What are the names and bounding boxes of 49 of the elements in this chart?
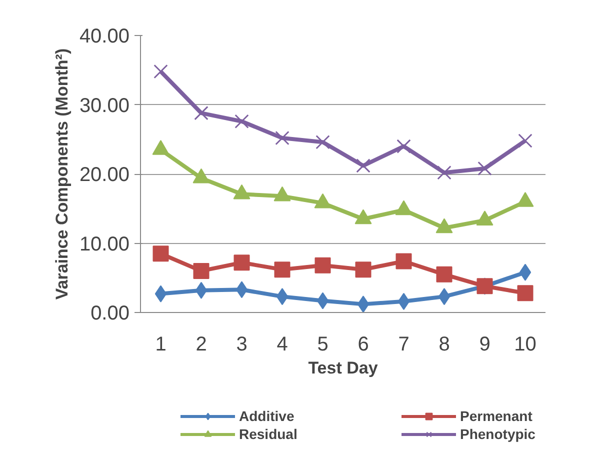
point [357, 296, 370, 312]
point [154, 64, 168, 79]
point [316, 292, 329, 310]
y-tick-label: 20.00 [79, 164, 130, 186]
x-tick-label: 10 [514, 334, 536, 356]
point [355, 262, 372, 278]
point [396, 253, 412, 270]
point [276, 288, 288, 306]
point [152, 246, 169, 262]
point [398, 292, 410, 310]
x-tick-label: 4 [276, 334, 288, 356]
point [478, 161, 492, 176]
point [195, 282, 208, 299]
point [437, 166, 452, 180]
point [438, 288, 450, 306]
legend-label: Additive [239, 408, 296, 424]
point [396, 139, 411, 154]
point [436, 266, 452, 282]
point [236, 281, 248, 298]
x-tick-label: 9 [479, 334, 490, 356]
y-tick-label: 40.00 [79, 26, 130, 48]
point [314, 257, 331, 274]
y-tick-label: 0.00 [90, 302, 130, 324]
point [518, 134, 532, 148]
x-tick-label: 6 [358, 334, 369, 356]
point [275, 130, 290, 146]
y-axis-title: Varaince Components (Month²) [52, 48, 72, 300]
legend-label: Phenotypic [460, 426, 536, 442]
x-tick-label: 1 [155, 334, 166, 356]
legend-label: Residual [239, 426, 298, 442]
point [154, 285, 167, 302]
legend-label: Permenant [460, 408, 534, 424]
point [517, 285, 534, 302]
point [274, 262, 290, 278]
x-tick-label: 3 [236, 334, 248, 356]
y-tick-label: 30.00 [79, 94, 130, 117]
x-tick-label: 2 [196, 334, 207, 356]
y-tick-label: 10.00 [79, 233, 130, 256]
point [356, 158, 370, 173]
point [316, 135, 330, 150]
point [519, 264, 532, 281]
point [194, 106, 208, 120]
x-tick-label: 5 [317, 334, 328, 356]
point [234, 114, 249, 128]
x-tick-label: 7 [398, 334, 410, 356]
x-tick-label: 8 [438, 334, 450, 356]
point [193, 262, 210, 279]
x-axis-title: Test Day [308, 358, 378, 378]
point [234, 254, 250, 271]
